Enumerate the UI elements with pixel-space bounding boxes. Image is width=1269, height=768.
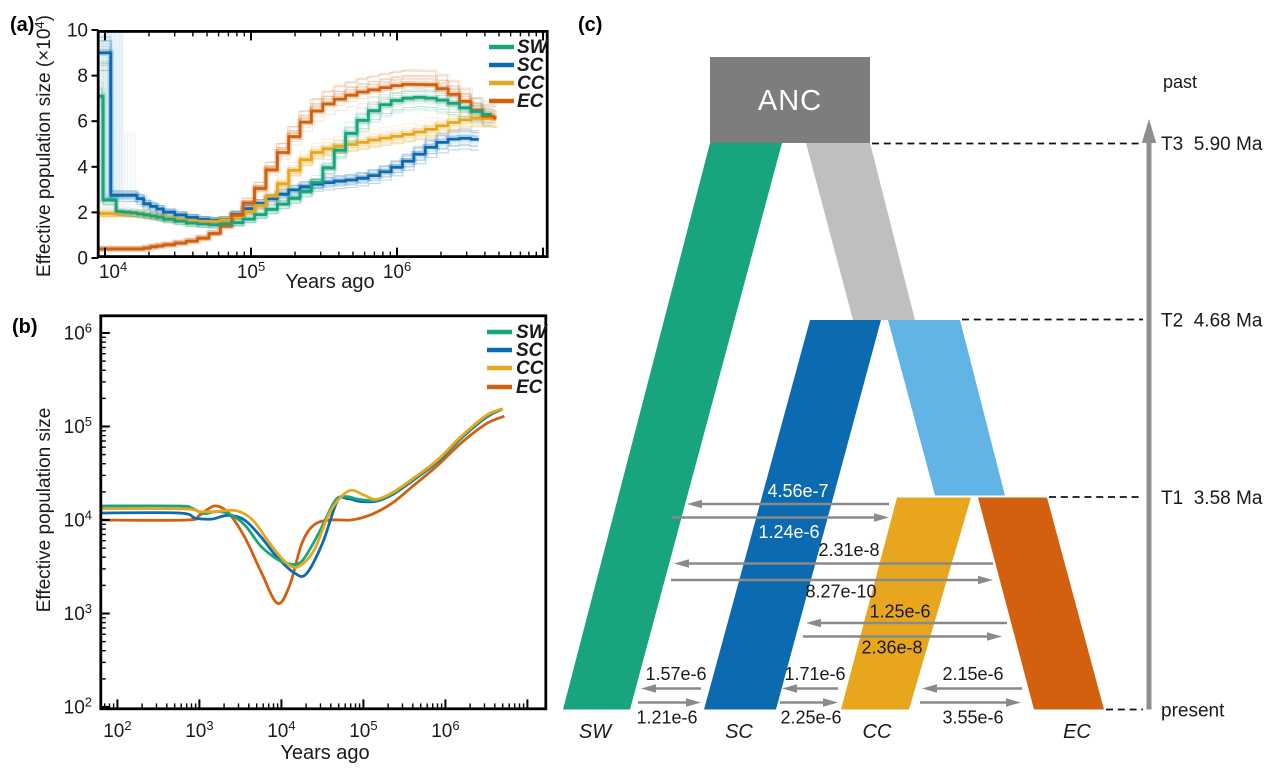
svg-text:SC: SC: [516, 340, 543, 361]
svg-text:1.21e-6: 1.21e-6: [636, 708, 697, 728]
svg-text:1.71e-6: 1.71e-6: [784, 664, 845, 684]
svg-text:past: past: [1163, 72, 1197, 92]
svg-text:(b): (b): [12, 316, 38, 338]
svg-text:CC: CC: [517, 73, 545, 94]
svg-text:2.31e-8: 2.31e-8: [818, 540, 879, 560]
svg-text:1.57e-6: 1.57e-6: [645, 664, 706, 684]
svg-text:Years ago: Years ago: [280, 742, 369, 764]
svg-text:103: 103: [185, 718, 213, 742]
svg-text:4: 4: [77, 157, 88, 178]
svg-text:SC: SC: [725, 721, 753, 743]
svg-text:CC: CC: [516, 358, 544, 379]
svg-text:EC: EC: [1063, 721, 1091, 743]
svg-text:104: 104: [99, 259, 127, 283]
svg-text:EC: EC: [517, 91, 544, 112]
svg-text:106: 106: [431, 718, 459, 742]
svg-text:(c): (c): [578, 14, 602, 36]
svg-text:2: 2: [77, 203, 88, 224]
svg-text:2.25e-6: 2.25e-6: [780, 708, 841, 728]
svg-text:Years ago: Years ago: [285, 271, 374, 293]
svg-text:EC: EC: [516, 377, 543, 398]
svg-text:0: 0: [77, 249, 88, 270]
svg-text:106: 106: [383, 259, 411, 283]
svg-text:105: 105: [349, 718, 377, 742]
svg-text:2.15e-6: 2.15e-6: [942, 664, 1003, 684]
svg-text:6: 6: [77, 112, 88, 133]
svg-text:8.27e-10: 8.27e-10: [805, 582, 876, 602]
svg-text:104: 104: [64, 508, 92, 532]
svg-text:SC: SC: [517, 55, 544, 76]
svg-text:105: 105: [64, 414, 92, 438]
svg-text:CC: CC: [863, 721, 892, 743]
svg-text:present: present: [1161, 701, 1225, 722]
svg-text:4.56e-7: 4.56e-7: [767, 481, 828, 501]
svg-text:SW: SW: [579, 721, 613, 743]
svg-text:ANC: ANC: [758, 85, 822, 117]
svg-text:104: 104: [267, 718, 295, 742]
svg-text:3.55e-6: 3.55e-6: [942, 708, 1003, 728]
svg-text:103: 103: [64, 601, 92, 625]
svg-text:8: 8: [77, 66, 88, 87]
svg-text:1.24e-6: 1.24e-6: [758, 522, 819, 542]
svg-text:SW: SW: [517, 37, 550, 58]
svg-text:105: 105: [237, 259, 265, 283]
svg-text:Effective population size: Effective population size: [34, 408, 55, 613]
svg-text:T2 4.68 Ma: T2 4.68 Ma: [1161, 311, 1263, 332]
svg-text:Effective population size (×10: Effective population size (×104): [32, 15, 55, 277]
svg-text:102: 102: [103, 718, 131, 742]
svg-text:(a): (a): [10, 14, 34, 36]
svg-text:106: 106: [64, 321, 92, 345]
svg-text:1.25e-6: 1.25e-6: [869, 602, 930, 622]
svg-text:2.36e-8: 2.36e-8: [861, 638, 922, 658]
svg-text:10: 10: [67, 21, 88, 42]
svg-text:SW: SW: [516, 322, 549, 343]
svg-text:T1 3.58 Ma: T1 3.58 Ma: [1161, 488, 1263, 509]
svg-text:T3 5.90 Ma: T3 5.90 Ma: [1161, 134, 1263, 155]
svg-text:102: 102: [64, 695, 92, 719]
